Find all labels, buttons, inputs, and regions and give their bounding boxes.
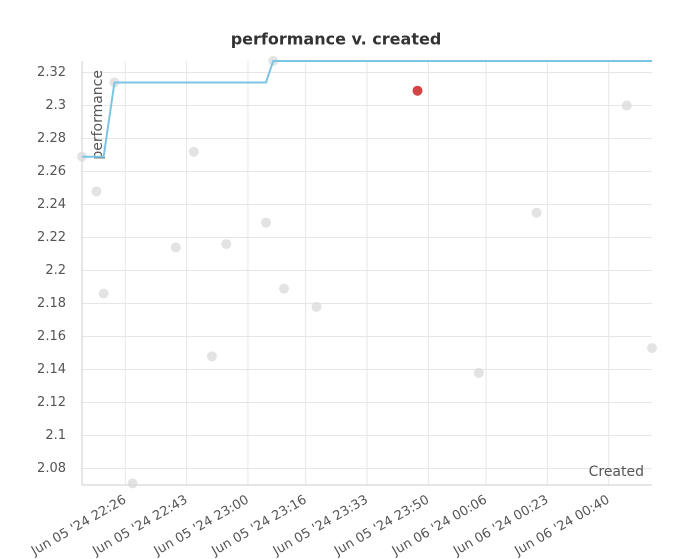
y-tick-label: 2.3 — [45, 98, 66, 113]
point — [98, 288, 109, 299]
point — [279, 283, 290, 294]
y-tick-label: 2.28 — [37, 131, 66, 146]
y-tick-label: 2.2 — [45, 263, 66, 278]
y-tick-label: 2.16 — [37, 329, 66, 344]
point — [531, 207, 542, 218]
point — [127, 478, 138, 489]
point — [647, 343, 657, 354]
x-axis-label: Created — [589, 464, 644, 480]
y-tick-label: 2.1 — [45, 428, 66, 443]
point — [221, 239, 232, 250]
point — [412, 85, 423, 96]
point — [170, 242, 181, 253]
point — [91, 186, 102, 197]
point — [188, 146, 199, 157]
y-tick-label: 2.14 — [37, 362, 66, 377]
y-tick-label: 2.12 — [37, 395, 66, 410]
point — [473, 367, 484, 378]
point — [206, 351, 217, 362]
y-tick-label: 2.32 — [37, 65, 66, 80]
y-tick-label: 2.22 — [37, 230, 66, 245]
y-tick-label: 2.18 — [37, 296, 66, 311]
point — [260, 217, 271, 228]
y-tick-label: 2.26 — [37, 164, 66, 179]
chart-title: performance v. created — [231, 30, 442, 49]
y-tick-label: 2.08 — [37, 461, 66, 476]
y-axis-label: performance — [90, 70, 106, 160]
y-tick-label: 2.24 — [37, 197, 66, 212]
point — [311, 301, 322, 312]
point — [621, 100, 632, 111]
best-line — [82, 60, 652, 158]
